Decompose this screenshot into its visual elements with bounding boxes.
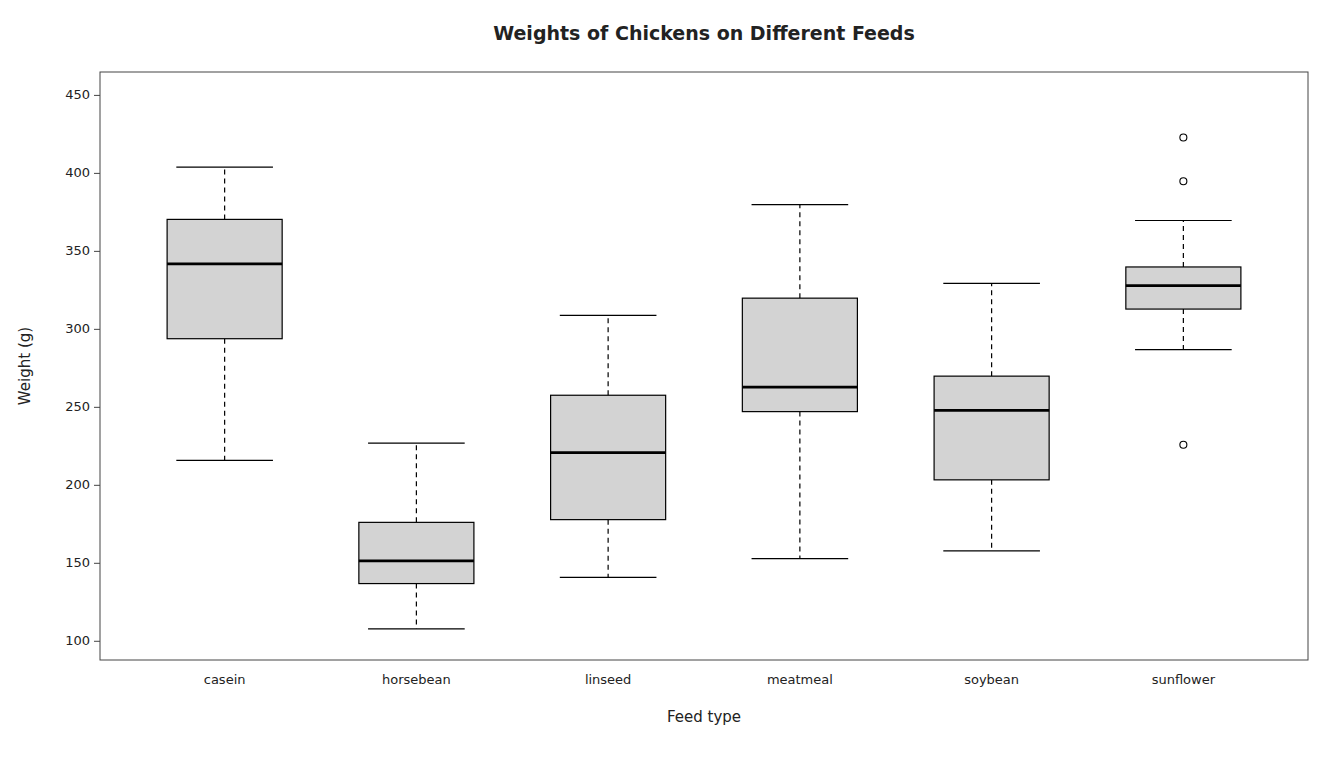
chart-container: 100 150 200 250 300 350 400 450 casein horsebean l…	[0, 0, 1344, 768]
whisker-low	[608, 520, 609, 578]
y-tick-label: 200	[65, 477, 90, 492]
whisker-low	[799, 412, 800, 559]
cap-high	[368, 443, 465, 444]
y-tick-label: 400	[65, 165, 90, 180]
median	[742, 386, 857, 389]
x-label: Feed type	[667, 708, 741, 726]
median	[359, 560, 474, 563]
whisker-high	[991, 283, 992, 376]
x-tick-label: meatmeal	[767, 672, 833, 687]
x-tick-label: linseed	[585, 672, 631, 687]
outlier	[1180, 178, 1187, 185]
box	[551, 395, 666, 519]
box	[742, 298, 857, 411]
box	[359, 522, 474, 583]
whisker-low	[224, 339, 225, 461]
y-tick-label: 100	[65, 633, 90, 648]
y-tick	[94, 563, 100, 564]
cap-high	[752, 204, 849, 205]
box-group	[167, 167, 282, 460]
cap-high	[176, 167, 273, 168]
y-tick	[94, 251, 100, 252]
box	[167, 219, 282, 338]
cap-low	[752, 558, 849, 559]
y-tick-label: 150	[65, 555, 90, 570]
cap-high	[1135, 220, 1232, 221]
box-group	[1126, 134, 1241, 448]
y-axis: 100 150 200 250 300 350 400 450	[65, 87, 100, 648]
page: {"chart_data": { "type": "box", "title":…	[0, 0, 1344, 768]
box	[934, 376, 1049, 480]
whisker-low	[416, 584, 417, 629]
box-group	[551, 315, 666, 577]
y-tick-label: 450	[65, 87, 90, 102]
median	[934, 409, 1049, 412]
x-tick-label: casein	[204, 672, 246, 687]
title: Weights of Chickens on Different Feeds	[493, 22, 915, 44]
y-tick-label: 250	[65, 399, 90, 414]
whisker-high	[608, 315, 609, 395]
cap-low	[943, 550, 1040, 551]
outlier	[1180, 441, 1187, 448]
y-tick	[94, 173, 100, 174]
y-tick-label: 350	[65, 243, 90, 258]
x-tick-label: sunflower	[1152, 672, 1216, 687]
y-tick-label: 300	[65, 321, 90, 336]
x-tick-label: horsebean	[382, 672, 451, 687]
y-tick	[94, 641, 100, 642]
chart-svg: 100 150 200 250 300 350 400 450 casein horsebean l…	[0, 0, 1344, 768]
median	[1126, 284, 1241, 287]
boxes	[167, 134, 1241, 629]
whisker-low	[991, 480, 992, 551]
whisker-high	[1183, 220, 1184, 266]
plot-frame	[100, 72, 1308, 660]
y-tick	[94, 95, 100, 96]
y-label: Weight (g)	[16, 327, 34, 405]
cap-low	[560, 577, 657, 578]
y-tick	[94, 407, 100, 408]
whisker-high	[416, 443, 417, 522]
cap-low	[1135, 349, 1232, 350]
box-group	[934, 283, 1049, 550]
median	[551, 451, 666, 454]
box	[1126, 267, 1241, 309]
median	[167, 262, 282, 265]
cap-low	[368, 628, 465, 629]
box-group	[742, 205, 857, 559]
cap-high	[943, 283, 1040, 284]
box-group	[359, 443, 474, 629]
y-tick	[94, 329, 100, 330]
outlier	[1180, 134, 1187, 141]
cap-low	[176, 460, 273, 461]
x-axis: casein horsebean linseed meatmeal soybean sun…	[204, 672, 1216, 687]
whisker-high	[224, 167, 225, 219]
cap-high	[560, 315, 657, 316]
y-tick	[94, 485, 100, 486]
whisker-high	[799, 205, 800, 299]
x-tick-label: soybean	[964, 672, 1019, 687]
whisker-low	[1183, 309, 1184, 350]
